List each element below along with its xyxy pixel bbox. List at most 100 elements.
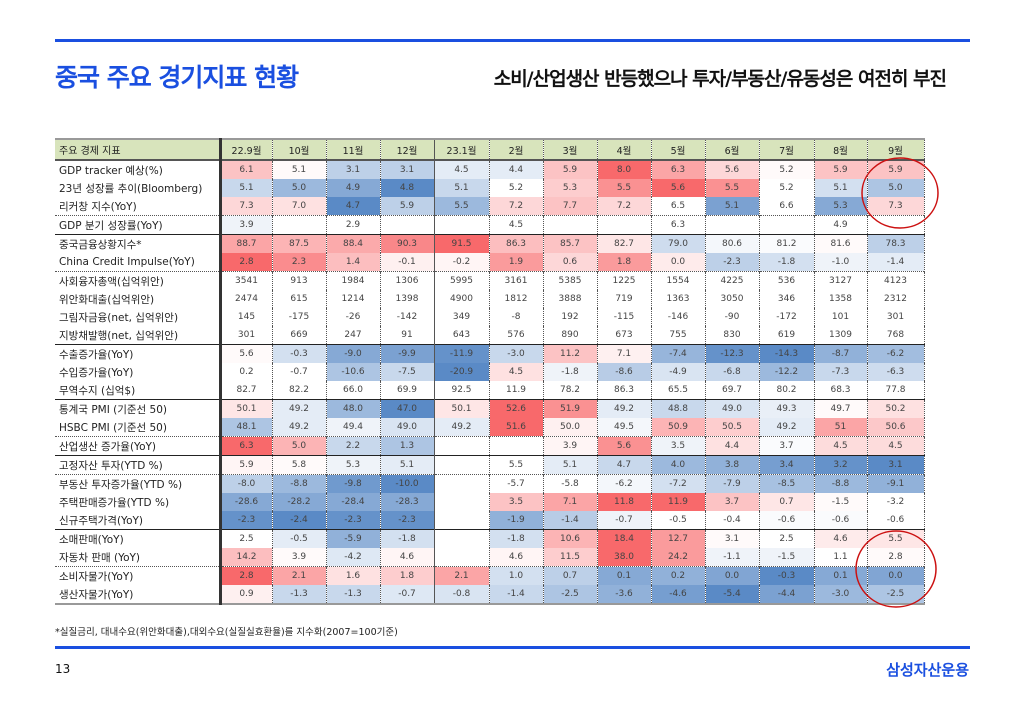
value-cell: 0.0 [866,566,925,585]
value-cell: 4.5 [433,159,489,179]
value-cell: 87.5 [271,234,326,253]
value-cell: -1.8 [488,529,543,548]
value-cell: 5.2 [758,159,814,179]
value-cell: 49.5 [596,418,651,437]
value-cell [379,215,434,235]
value-cell: 4.5 [813,436,867,456]
value-cell: 79.0 [650,234,705,253]
table-row: 신규주택가격(YoY) -2.3 -2.4 -2.3 -2.3 -1.9 -1.4 -0.7-… [55,511,925,530]
value-cell: -11.9 [433,344,489,363]
value-cell: 5.1 [379,455,434,475]
value-cell: -0.3 [758,566,814,585]
value-cell: 1812 [488,290,543,308]
value-cell: 82.2 [271,381,326,400]
value-cell: 346 [758,290,814,308]
value-cell: 4.9 [813,215,867,235]
value-cell: 192 [542,308,597,326]
value-cell: 1358 [813,290,867,308]
value-cell: 4.4 [488,159,543,179]
value-cell: 3.7 [758,436,814,456]
value-cell: 4.8 [379,179,434,197]
value-cell: -1.3 [271,585,326,605]
value-cell: 5.1 [704,197,759,216]
value-cell [866,215,925,235]
value-cell: -9.1 [866,474,925,493]
value-cell: -12.3 [704,344,759,363]
row-label: GDP tracker 예상(%) [55,159,220,179]
value-cell: -3.0 [488,344,543,363]
row-label: 사회융자총액(십억위안) [55,271,220,290]
value-cell: -7.5 [379,363,434,381]
value-cell: 4225 [704,271,759,290]
value-cell: -0.8 [433,585,489,605]
value-cell: 4.5 [488,363,543,381]
value-cell: -2.5 [542,585,597,605]
value-cell: 0.0 [650,253,705,272]
value-cell: -6.2 [596,474,651,493]
value-cell: 3.2 [813,455,867,475]
value-cell: 3161 [488,271,543,290]
value-cell: -1.4 [542,511,597,530]
value-cell: 4.6 [488,548,543,567]
value-cell: 11.5 [542,548,597,567]
table-row: China Credit Impulse(YoY) 2.8 2.3 1.4 -0.1 -0… [55,253,925,272]
table-row: 수입증가율(YoY) 0.2 -0.7 -10.6 -7.5 -20.9 4.5 -1.8 -8… [55,363,925,381]
value-cell: -5.9 [325,529,380,548]
value-cell: 1.9 [488,253,543,272]
table-row: 주택판매증가율(YTD %) -28.6 -28.2 -28.4 -28.3 3.5 7.1… [55,493,925,511]
value-cell: 4.9 [325,179,380,197]
table-row: 수출증가율(YoY) 5.6 -0.3 -9.0 -9.9 -11.9 -3.0 11.2 7.… [55,344,925,363]
value-cell: -14.3 [758,344,814,363]
value-cell: 7.3 [218,197,272,216]
value-cell: -28.3 [379,493,434,511]
value-cell: 49.2 [271,418,326,437]
value-cell: 5.3 [813,197,867,216]
value-cell: 0.2 [218,363,272,381]
value-cell: -8.0 [218,474,272,493]
value-cell: -0.6 [758,511,814,530]
value-cell: 88.4 [325,234,380,253]
value-cell: 2.8 [218,253,272,272]
economic-indicators-table: 주요 경제 지표 22.9월 10월 11월 12월 23.1월 2월 3월 4월 5월 6월 7월 8… [55,138,925,605]
value-cell: -12.2 [758,363,814,381]
row-label: GDP 분기 성장률(YoY) [55,215,220,235]
table-row: 소비자물가(YoY) 2.8 2.1 1.6 1.8 2.1 1.0 0.7 0.1 0.2 0.0… [55,566,925,585]
value-cell: 5.5 [596,179,651,197]
value-cell: -1.8 [758,253,814,272]
value-cell: -1.0 [813,253,867,272]
value-cell: 7.2 [488,197,543,216]
value-cell: 3127 [813,271,867,290]
row-label: 고정자산 투자(YTD %) [55,455,220,475]
header-month: 9월 [866,138,925,161]
value-cell: 68.3 [813,381,867,400]
header-month: 23.1월 [433,138,489,161]
value-cell: 50.2 [866,399,925,418]
value-cell: 65.5 [650,381,705,400]
table-row: 지방채발행(net, 십억위안) 301 669 247 91 643 576 890 673 7… [55,326,925,345]
value-cell: 0.2 [650,566,705,585]
value-cell: 69.7 [704,381,759,400]
top-rule [55,39,970,42]
value-cell: 4.6 [813,529,867,548]
value-cell: -0.5 [650,511,705,530]
value-cell: 69.9 [379,381,434,400]
value-cell: -6.2 [866,344,925,363]
value-cell: 4.0 [650,455,705,475]
value-cell: -6.8 [704,363,759,381]
value-cell: 91 [379,326,434,345]
header-month: 7월 [758,138,814,161]
value-cell [758,215,814,235]
value-cell: -0.4 [704,511,759,530]
company-logo: 삼성자산운용 [886,661,969,679]
value-cell: 50.5 [704,418,759,437]
value-cell: -8.5 [758,474,814,493]
value-cell: 85.7 [542,234,597,253]
value-cell: 830 [704,326,759,345]
value-cell [433,529,489,548]
value-cell: 49.4 [325,418,380,437]
value-cell: -90 [704,308,759,326]
value-cell: 349 [433,308,489,326]
value-cell: 2.1 [433,566,489,585]
value-cell: 51.9 [542,399,597,418]
value-cell [542,215,597,235]
